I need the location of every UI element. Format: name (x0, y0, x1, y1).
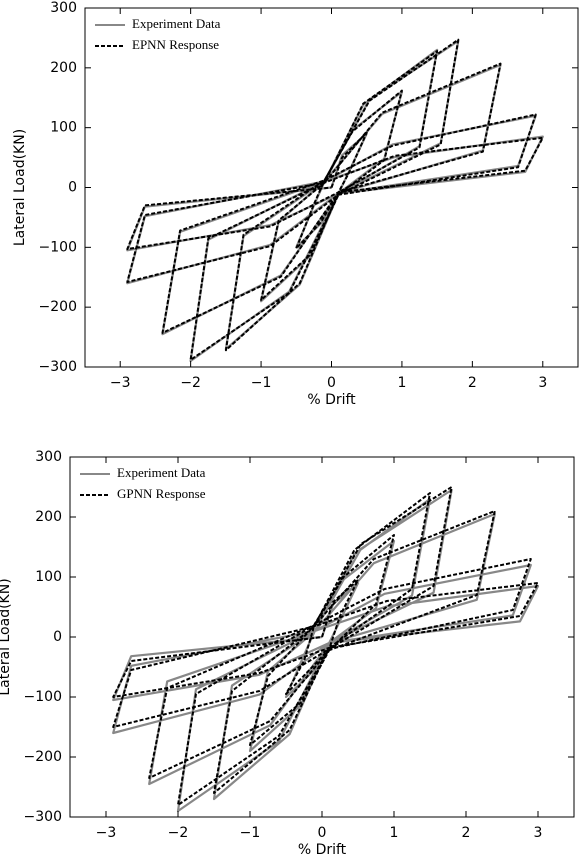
x-tick-label: −3 (110, 375, 131, 391)
y-tick-label: 100 (35, 569, 62, 585)
x-tick-label: −1 (251, 375, 272, 391)
x-tick-label: 3 (538, 375, 547, 391)
x-tick-label: 0 (318, 825, 327, 841)
y-tick-label: 300 (50, 0, 77, 16)
y-tick-label: −200 (24, 749, 62, 765)
x-tick-label: 0 (327, 375, 336, 391)
y-tick-label: 300 (35, 449, 62, 465)
y-tick-label: −300 (24, 809, 62, 825)
y-tick-label: −100 (24, 689, 62, 705)
x-tick-label: 2 (468, 375, 477, 391)
y-axis-label: Lateral Load(KN) (0, 578, 13, 695)
x-tick-label: 1 (390, 825, 399, 841)
x-tick-label: −1 (240, 825, 261, 841)
chart: Experiment Data GPNN Response −3 −2 −1 0 1 2 3 −3… (0, 449, 575, 856)
y-tick-label: 0 (53, 629, 62, 645)
y-tick-label: 100 (50, 120, 77, 136)
y-tick-label: −200 (39, 299, 77, 315)
y-tick-label: −100 (39, 239, 77, 255)
x-tick-label: −3 (96, 825, 117, 841)
series-line (126, 38, 544, 361)
x-tick-label: 1 (397, 375, 406, 391)
x-tick-label: 3 (534, 825, 543, 841)
y-tick-label: −300 (39, 359, 77, 375)
y-axis-label: Lateral Load(KN) (12, 129, 28, 246)
legend-label: Experiment Data (132, 16, 221, 31)
x-tick-label: −2 (180, 375, 201, 391)
y-tick-label: 0 (68, 180, 77, 196)
legend-label: Experiment Data (117, 465, 206, 480)
y-tick-label: 200 (35, 509, 62, 525)
x-axis-label: % Drift (307, 392, 356, 408)
series-line (112, 486, 539, 806)
y-tick-label: 200 (50, 60, 77, 76)
legend-label: EPNN Response (132, 37, 219, 52)
x-tick-label: 2 (462, 825, 471, 841)
x-axis-label: % Drift (298, 842, 347, 856)
legend-label: GPNN Response (117, 486, 206, 501)
x-tick-label: −2 (168, 825, 189, 841)
chart: Experiment Data EPNN Response −3 −2 −1 0 1 2 3 −3… (12, 0, 579, 408)
series-line (112, 488, 540, 813)
